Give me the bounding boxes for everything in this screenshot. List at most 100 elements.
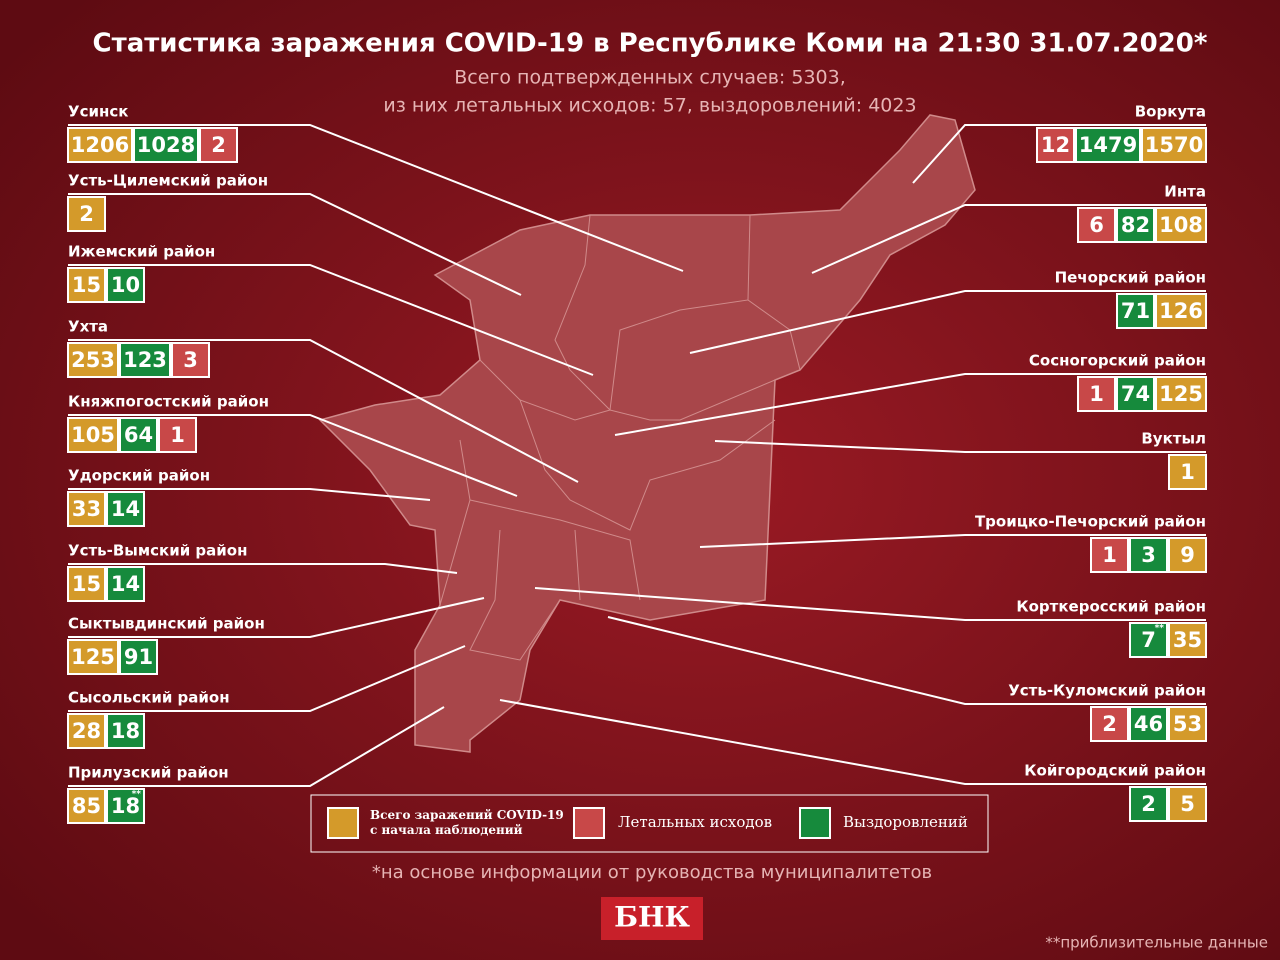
stat-value: 35 — [1173, 628, 1202, 652]
stat-box — [1155, 376, 1207, 412]
stat-box — [1141, 127, 1207, 163]
region-name: Вуктыл — [1141, 430, 1206, 448]
leader-line — [68, 645, 466, 712]
stat-value: 1206 — [71, 133, 129, 157]
legend-label: с начала наблюдений — [370, 823, 523, 837]
leader-line — [68, 597, 485, 638]
stat-box — [1168, 622, 1207, 658]
stat-value: 53 — [1173, 712, 1202, 736]
region-name: Ижемский район — [68, 243, 215, 261]
stat-box — [106, 713, 145, 749]
stat-value: 6 — [1089, 213, 1104, 237]
stat-value: 82 — [1121, 213, 1150, 237]
stat-box — [106, 566, 145, 602]
stat-value: 14 — [111, 572, 140, 596]
stat-value: 2 — [79, 202, 94, 226]
stat-box — [67, 417, 119, 453]
stat-box — [1168, 454, 1207, 490]
stat-box — [67, 713, 106, 749]
stat-value: 28 — [72, 719, 101, 743]
stat-box — [67, 788, 106, 824]
stat-value: 1 — [1180, 460, 1195, 484]
stat-value: 33 — [72, 497, 101, 521]
stat-box — [1168, 537, 1207, 573]
stat-value: 71 — [1121, 299, 1150, 323]
region-name: Сосногорский район — [1029, 352, 1206, 370]
region-name: Койгородский район — [1024, 762, 1206, 780]
stat-box — [133, 127, 199, 163]
leader-line — [912, 124, 1206, 184]
title: Статистика заражения COVID-19 в Республи… — [93, 29, 1208, 59]
stat-box — [1129, 622, 1168, 658]
region-name: Ухта — [68, 318, 108, 336]
stat-box — [67, 267, 106, 303]
subtitle: Всего подтвержденных случаев: 5303, — [454, 67, 846, 89]
stat-value: 1 — [1089, 382, 1104, 406]
stat-value: 1 — [1102, 543, 1117, 567]
stat-value: 85 — [72, 794, 101, 818]
leader-line — [614, 373, 1206, 436]
leader-line — [68, 339, 579, 483]
stat-value: 2 — [211, 133, 226, 157]
region-name: Корткеросский район — [1016, 598, 1206, 616]
stat-value: 46 — [1134, 712, 1163, 736]
stat-box — [67, 196, 106, 232]
stat-value: 3 — [1141, 543, 1156, 567]
stat-box — [119, 417, 158, 453]
legend: Всего заражений COVID-19с начала наблюде… — [327, 807, 968, 839]
region-name: Воркута — [1135, 103, 1206, 121]
stat-box — [1168, 706, 1207, 742]
legend-label: Всего заражений COVID-19 — [370, 808, 564, 822]
stat-value: 1570 — [1145, 133, 1203, 157]
stat-value: 105 — [71, 423, 115, 447]
region-name: Княжпогостский район — [68, 393, 269, 411]
leader-line — [811, 204, 1206, 274]
region-name: Сысольский район — [68, 689, 230, 707]
stat-value: 5 — [1180, 792, 1195, 816]
leader-line — [607, 616, 1206, 705]
stat-box — [67, 566, 106, 602]
region-name: Усинск — [68, 103, 128, 121]
stat-value: 3 — [183, 348, 198, 372]
stat-value: 1 — [170, 423, 185, 447]
stat-box — [1129, 786, 1168, 822]
logo-box — [601, 897, 703, 940]
stat-value: 1479 — [1079, 133, 1137, 157]
stat-note: ** — [132, 790, 142, 800]
stat-box — [119, 639, 158, 675]
leader-line — [68, 264, 594, 376]
region-name: Троицко-Печорский район — [975, 513, 1206, 531]
stat-box — [1129, 537, 1168, 573]
leader-line — [689, 290, 1206, 354]
stat-note: ** — [1155, 624, 1165, 634]
region-name: Удорский район — [68, 467, 210, 485]
logo: БНК — [614, 901, 690, 934]
leader-line — [68, 706, 445, 787]
stat-box — [158, 417, 197, 453]
legend-swatch — [799, 807, 831, 839]
footnote: *на основе информации от руководства мун… — [372, 862, 932, 883]
leader-line — [699, 534, 1206, 548]
stat-value: 18 — [111, 794, 140, 818]
stat-value: 123 — [123, 348, 167, 372]
stat-value: 253 — [71, 348, 115, 372]
stat-value: 2 — [1102, 712, 1117, 736]
stat-value: 18 — [111, 719, 140, 743]
stat-box — [199, 127, 238, 163]
leader-line — [68, 414, 518, 497]
stat-box — [1168, 786, 1207, 822]
legend-frame — [310, 794, 989, 853]
stat-value: 12 — [1041, 133, 1070, 157]
leader-line — [534, 587, 1206, 621]
stat-value: 14 — [111, 497, 140, 521]
region-name: Сыктывдинский район — [68, 615, 265, 633]
leader-line — [714, 440, 1206, 453]
stat-box — [1090, 537, 1129, 573]
leader-line — [499, 699, 1206, 785]
stat-box — [1155, 293, 1207, 329]
stat-box — [119, 342, 171, 378]
stat-value: 126 — [1159, 299, 1203, 323]
stat-box — [1036, 127, 1075, 163]
